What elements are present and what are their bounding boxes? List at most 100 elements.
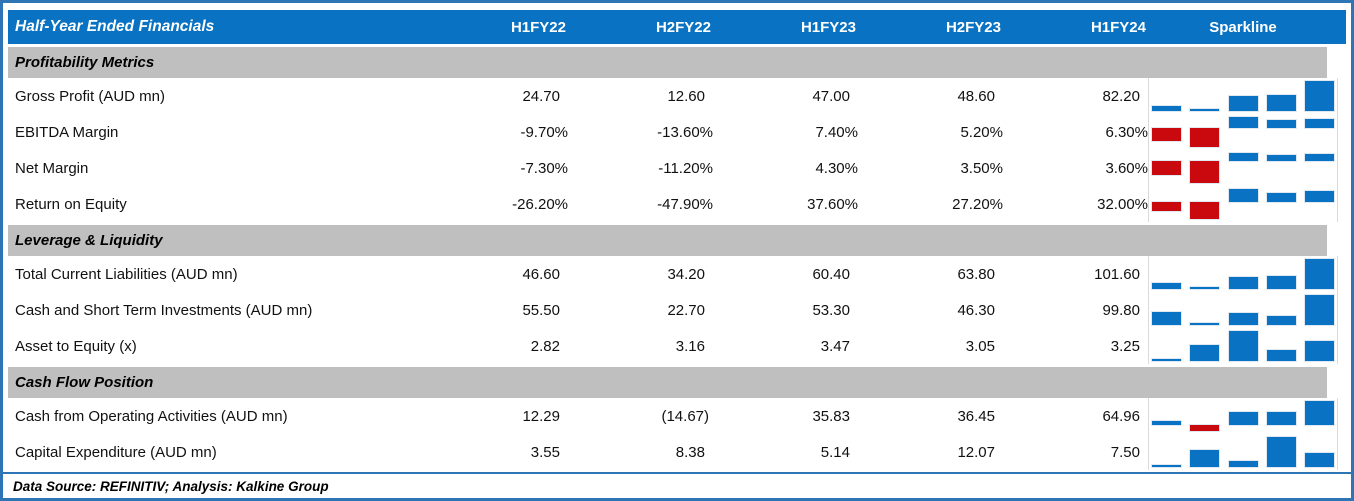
value-cell: 3.55 <box>530 443 560 461</box>
value-cell: 64.96 <box>1102 407 1140 425</box>
value-cell: 22.70 <box>667 301 705 319</box>
column-header-h2fy22: H2FY22 <box>655 18 711 36</box>
sparkline-bar <box>1305 190 1334 203</box>
sparkline-bar <box>1305 295 1334 325</box>
value-cell: 12.29 <box>522 407 560 425</box>
column-header-h1fy22: H1FY22 <box>510 18 566 36</box>
sparkline-chart <box>1152 117 1334 147</box>
sparkline-bar <box>1266 437 1296 467</box>
value-cell: 3.25 <box>1110 337 1140 355</box>
row-label: EBITDA Margin <box>15 123 119 141</box>
value-cell: 8.38 <box>675 443 705 461</box>
value-cell: 5.20% <box>960 123 1003 141</box>
value-cell: 34.20 <box>667 265 705 283</box>
table-row: Net Margin -7.30% -11.20% 4.30% 3.50% 3.60% <box>8 150 1346 186</box>
sparkline-cell <box>1148 186 1338 222</box>
value-cell: -26.20% <box>512 195 568 213</box>
column-header-sparkline: Sparkline <box>1209 18 1277 36</box>
table-row: Asset to Equity (x) 2.82 3.16 3.47 3.05 3.25 <box>8 328 1346 364</box>
sparkline-bar <box>1152 465 1181 467</box>
section-title: Profitability Metrics <box>15 54 155 71</box>
value-cell: 46.60 <box>522 265 560 283</box>
table-row: EBITDA Margin -9.70% -13.60% 7.40% 5.20% 6.30… <box>8 114 1346 150</box>
value-cell: 3.50% <box>960 159 1003 177</box>
value-cell: 7.50 <box>1110 443 1140 461</box>
sparkline-cell <box>1148 150 1338 186</box>
row-label: Capital Expenditure (AUD mn) <box>15 443 217 461</box>
sparkline-bar <box>1190 127 1220 147</box>
sparkline-bar <box>1266 350 1296 361</box>
sparkline-cell <box>1148 114 1338 150</box>
sparkline-bar <box>1305 118 1334 128</box>
sparkline-bar <box>1190 287 1220 289</box>
sparkline-bar <box>1190 449 1220 467</box>
section-header: Profitability Metrics <box>8 47 1327 78</box>
sparkline-bar <box>1152 105 1181 111</box>
sparkline-bar <box>1266 95 1296 111</box>
table-body: Profitability Metrics Gross Profit (AUD m… <box>8 47 1346 470</box>
sparkline-bar <box>1266 192 1296 203</box>
sparkline-chart <box>1152 153 1334 183</box>
sparkline-bar <box>1152 127 1181 142</box>
sparkline-bar <box>1266 275 1296 289</box>
sparkline-bar <box>1266 315 1296 325</box>
value-cell: 101.60 <box>1094 265 1140 283</box>
column-header-h1fy23: H1FY23 <box>800 18 856 36</box>
sparkline-cell <box>1148 398 1338 434</box>
data-source-note: Data Source: REFINITIV; Analysis: Kalkin… <box>13 479 329 494</box>
value-cell: 2.82 <box>530 337 560 355</box>
sparkline-bar <box>1152 312 1181 325</box>
sparkline-bar <box>1266 120 1296 128</box>
value-cell: 36.45 <box>957 407 995 425</box>
value-cell: 6.30% <box>1105 123 1148 141</box>
value-cell: 99.80 <box>1102 301 1140 319</box>
table-row: Cash and Short Term Investments (AUD mn)… <box>8 292 1346 328</box>
sparkline-chart <box>1152 331 1334 361</box>
value-cell: 35.83 <box>812 407 850 425</box>
sparkline-cell <box>1148 78 1338 114</box>
section-title: Cash Flow Position <box>15 374 154 391</box>
table-row: Total Current Liabilities (AUD mn) 46.60 3… <box>8 256 1346 292</box>
value-cell: -47.90% <box>657 195 713 213</box>
value-cell: 53.30 <box>812 301 850 319</box>
value-cell: 32.00% <box>1097 195 1148 213</box>
sparkline-bar <box>1190 202 1220 219</box>
sparkline-bar <box>1305 401 1334 426</box>
sparkline-bar <box>1190 345 1220 361</box>
value-cell: 12.07 <box>957 443 995 461</box>
value-cell: 82.20 <box>1102 87 1140 105</box>
sparkline-cell <box>1148 434 1338 470</box>
sparkline-bar <box>1152 202 1181 212</box>
row-label: Total Current Liabilities (AUD mn) <box>15 265 238 283</box>
value-cell: 3.05 <box>965 337 995 355</box>
value-cell: 46.30 <box>957 301 995 319</box>
sparkline-bar <box>1305 341 1334 361</box>
sparkline-bar <box>1266 411 1296 426</box>
table-header-row: Half-Year Ended Financials H1FY22 H2FY22… <box>8 10 1346 44</box>
column-header-h1fy24: H1FY24 <box>1090 18 1146 36</box>
sparkline-bar <box>1228 331 1258 361</box>
value-cell: 63.80 <box>957 265 995 283</box>
sparkline-bar <box>1190 323 1220 325</box>
value-cell: 4.30% <box>815 159 858 177</box>
sparkline-bar <box>1305 81 1334 111</box>
sparkline-bar <box>1190 109 1220 111</box>
sparkline-chart <box>1152 437 1334 467</box>
section-header: Cash Flow Position <box>8 367 1327 398</box>
column-header-h2fy23: H2FY23 <box>945 18 1001 36</box>
value-cell: 47.00 <box>812 87 850 105</box>
sparkline-bar <box>1152 283 1181 289</box>
value-cell: 3.16 <box>675 337 705 355</box>
sparkline-bar <box>1152 359 1181 361</box>
sparkline-chart <box>1152 401 1334 431</box>
sparkline-bar <box>1228 461 1258 467</box>
value-cell: 37.60% <box>807 195 858 213</box>
sparkline-bar <box>1152 420 1181 426</box>
sparkline-bar <box>1305 453 1334 467</box>
table-row: Gross Profit (AUD mn) 24.70 12.60 47.00 48.6… <box>8 78 1346 114</box>
value-cell: -9.70% <box>520 123 568 141</box>
sparkline-bar <box>1190 161 1220 183</box>
sparkline-bar <box>1228 96 1258 111</box>
value-cell: 7.40% <box>815 123 858 141</box>
